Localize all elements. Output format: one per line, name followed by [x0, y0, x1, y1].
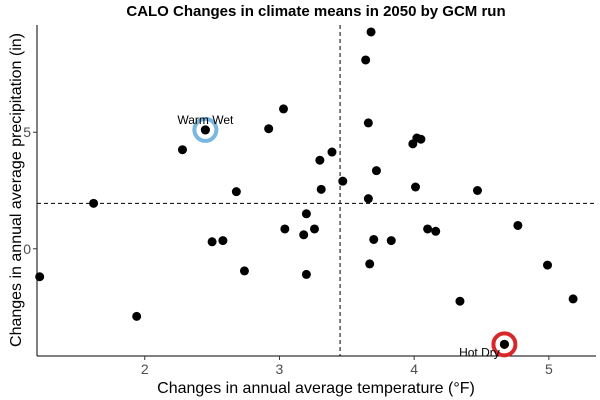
highlight-ring [491, 331, 518, 358]
data-point [309, 224, 319, 234]
data-point [365, 259, 375, 269]
data-point [89, 198, 99, 208]
data-point [177, 145, 187, 155]
data-point [411, 182, 421, 192]
data-point [231, 187, 241, 197]
data-point [369, 234, 379, 244]
data-point [416, 134, 426, 144]
data-point [363, 194, 373, 204]
annotation-label: Hot Dry [459, 345, 500, 359]
data-point [316, 184, 326, 194]
highlighted-point [200, 125, 210, 135]
data-point [239, 266, 249, 276]
data-point [371, 166, 381, 176]
highlighted-point [499, 339, 509, 349]
data-point [301, 209, 311, 219]
data-point [568, 294, 578, 304]
highlight-ring [192, 116, 219, 143]
reference-lines [37, 25, 596, 356]
data-points [35, 27, 578, 349]
y-tick-label: 0 [23, 241, 31, 257]
x-axis-title: Changes in annual average temperature (°… [157, 380, 475, 397]
x-tick-label: 4 [410, 361, 418, 377]
data-point [513, 220, 523, 230]
data-point [366, 27, 376, 37]
data-point [264, 124, 274, 134]
data-point [301, 269, 311, 279]
y-axis-title: Changes in annual average precipitation … [8, 33, 25, 347]
data-point [327, 147, 337, 157]
data-point [361, 55, 371, 65]
x-tick-label: 3 [276, 361, 284, 377]
data-point [315, 155, 325, 165]
axes: 2 3 4 5 0 5 [23, 25, 596, 377]
data-point [132, 311, 142, 321]
data-point [363, 118, 373, 128]
data-point [472, 186, 482, 195]
annotations: Warm Wet Hot Dry [177, 113, 518, 359]
data-point [386, 236, 396, 246]
data-point [218, 236, 228, 246]
chart-title: CALO Changes in climate means in 2050 by… [126, 3, 505, 20]
x-tick-label: 5 [545, 361, 553, 377]
data-point [338, 176, 348, 186]
data-point [280, 224, 290, 234]
data-point [299, 230, 309, 240]
data-point [455, 296, 465, 306]
x-tick-label: 2 [141, 361, 149, 377]
data-point [431, 226, 441, 236]
data-point [278, 104, 288, 114]
data-point [35, 272, 45, 282]
data-point [423, 224, 433, 234]
data-point [543, 260, 553, 270]
data-point [207, 237, 217, 247]
annotation-label: Warm Wet [177, 113, 234, 127]
y-tick-label: 5 [23, 124, 31, 140]
